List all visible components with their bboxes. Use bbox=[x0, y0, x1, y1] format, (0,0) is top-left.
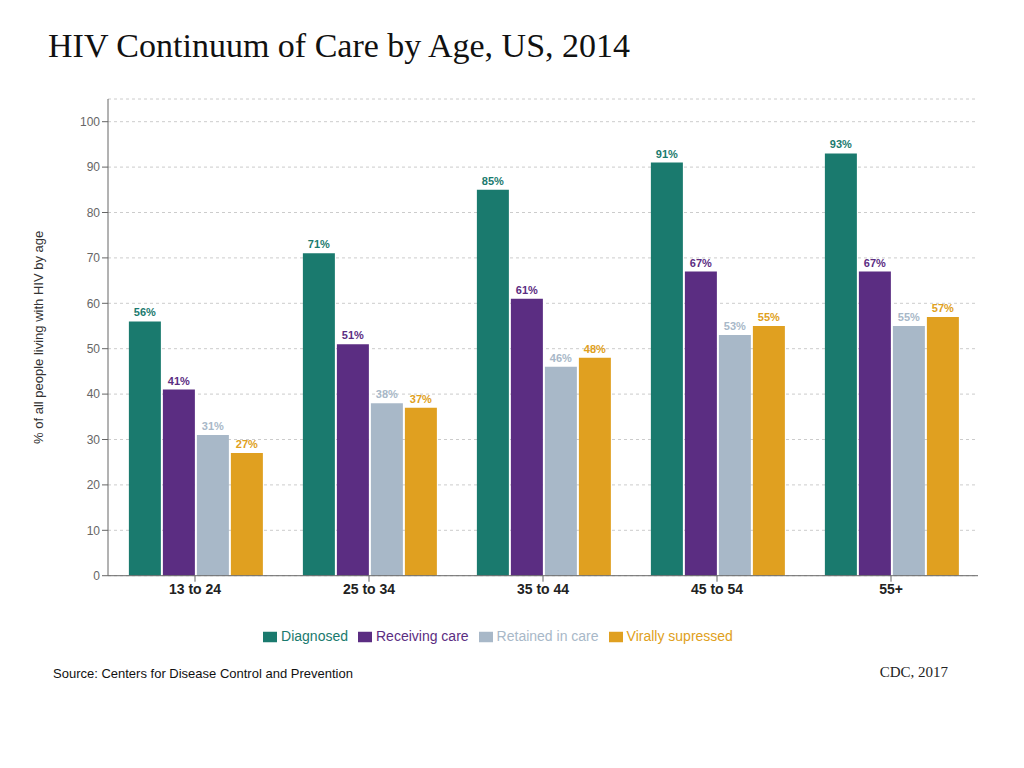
html-text:Virally supressed: Virally supressed bbox=[626, 627, 733, 644]
svg-text:25 to 34: 25 to 34 bbox=[343, 581, 395, 597]
svg-text:35 to 44: 35 to 44 bbox=[517, 581, 569, 597]
html-text:Diagnosed: Diagnosed bbox=[281, 627, 348, 644]
svg-text:13 to 24: 13 to 24 bbox=[169, 581, 221, 597]
svg-text:56%: 56% bbox=[134, 306, 156, 318]
svg-text:91%: 91% bbox=[656, 148, 678, 160]
svg-text:0: 0 bbox=[93, 569, 100, 583]
svg-text:% of all people living with HI: % of all people living with HIV by age bbox=[31, 231, 46, 444]
html-text:Source: Centers for Disease Co: Source: Centers for Disease Control and … bbox=[53, 666, 353, 681]
svg-text:53%: 53% bbox=[724, 320, 746, 332]
html-text:Retained in care: Retained in care bbox=[496, 627, 599, 644]
svg-text:100: 100 bbox=[80, 115, 100, 129]
svg-text:55%: 55% bbox=[758, 311, 780, 323]
svg-text:61%: 61% bbox=[516, 284, 538, 296]
svg-text:48%: 48% bbox=[584, 343, 606, 355]
svg-text:51%: 51% bbox=[342, 329, 364, 341]
svg-text:57%: 57% bbox=[932, 302, 954, 314]
svg-text:40: 40 bbox=[87, 387, 101, 401]
svg-text:67%: 67% bbox=[690, 257, 712, 269]
svg-text:20: 20 bbox=[87, 478, 101, 492]
svg-text:30: 30 bbox=[87, 433, 101, 447]
svg-text:37%: 37% bbox=[410, 393, 432, 405]
svg-text:60: 60 bbox=[87, 297, 101, 311]
svg-text:70: 70 bbox=[87, 251, 101, 265]
svg-text:80: 80 bbox=[87, 206, 101, 220]
svg-text:50: 50 bbox=[87, 342, 101, 356]
svg-text:41%: 41% bbox=[168, 375, 190, 387]
svg-text:31%: 31% bbox=[202, 420, 224, 432]
svg-text:27%: 27% bbox=[236, 438, 258, 450]
svg-text:93%: 93% bbox=[830, 138, 852, 150]
svg-text:90: 90 bbox=[87, 160, 101, 174]
svg-text:10: 10 bbox=[87, 524, 101, 538]
svg-text:67%: 67% bbox=[864, 257, 886, 269]
svg-text:38%: 38% bbox=[376, 388, 398, 400]
svg-text:45 to 54: 45 to 54 bbox=[691, 581, 743, 597]
svg-text:55%: 55% bbox=[898, 311, 920, 323]
html-text:HIV Continuum of Care by Age,: HIV Continuum of Care by Age, US, 2014 bbox=[48, 27, 631, 64]
svg-text:85%: 85% bbox=[482, 175, 504, 187]
svg-text:55+: 55+ bbox=[879, 581, 903, 597]
svg-text:46%: 46% bbox=[550, 352, 572, 364]
html-text:Receiving care: Receiving care bbox=[376, 627, 469, 644]
html-text:CDC, 2017: CDC, 2017 bbox=[879, 664, 948, 680]
svg-text:71%: 71% bbox=[308, 238, 330, 250]
